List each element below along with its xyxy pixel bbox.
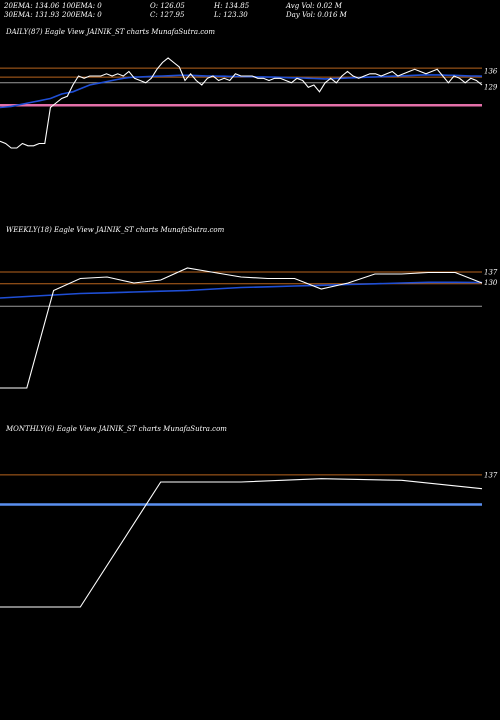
daily-panel-title: DAILY(87) Eagle View JAINIK_ST charts Mu… bbox=[6, 28, 216, 36]
day-vol-value: Day Vol: 0.016 M bbox=[286, 11, 347, 19]
weekly-y-tick-label: 137 bbox=[484, 269, 498, 277]
close-value: C: 127.95 bbox=[150, 11, 185, 19]
daily-y-tick-label: 136 bbox=[484, 68, 498, 76]
weekly-y-tick-label: 130 bbox=[484, 279, 498, 287]
ema100-value: 100EMA: 0 bbox=[62, 2, 102, 10]
weekly-price-line bbox=[0, 267, 483, 389]
monthly-chart: 137 bbox=[0, 471, 498, 608]
monthly-y-tick-label: 137 bbox=[484, 471, 498, 479]
weekly-panel-title: WEEKLY(18) Eagle View JAINIK_ST charts M… bbox=[6, 226, 225, 234]
daily-y-tick-label: 129 bbox=[484, 83, 498, 91]
daily-price-line bbox=[0, 57, 483, 149]
low-value: L: 123.30 bbox=[214, 11, 248, 19]
daily-chart: 136 129 bbox=[0, 57, 498, 149]
open-value: O: 126.05 bbox=[150, 2, 185, 10]
high-value: H: 134.85 bbox=[214, 2, 250, 10]
monthly-price-line bbox=[0, 478, 483, 608]
avg-vol-value: Avg Vol: 0.02 M bbox=[286, 2, 342, 10]
daily-ema-line bbox=[0, 74, 483, 109]
monthly-panel-title: MONTHLY(6) Eagle View JAINIK_ST charts M… bbox=[6, 425, 227, 433]
ema30-value: 30EMA: 131.93 bbox=[4, 11, 60, 19]
ema200-value: 200EMA: 0 bbox=[62, 11, 102, 19]
weekly-ema-line bbox=[0, 281, 483, 299]
ema20-value: 20EMA: 134.06 bbox=[4, 2, 60, 10]
ohlc-header: 20EMA: 134.06 100EMA: 0 O: 126.05 H: 134… bbox=[4, 0, 500, 20]
